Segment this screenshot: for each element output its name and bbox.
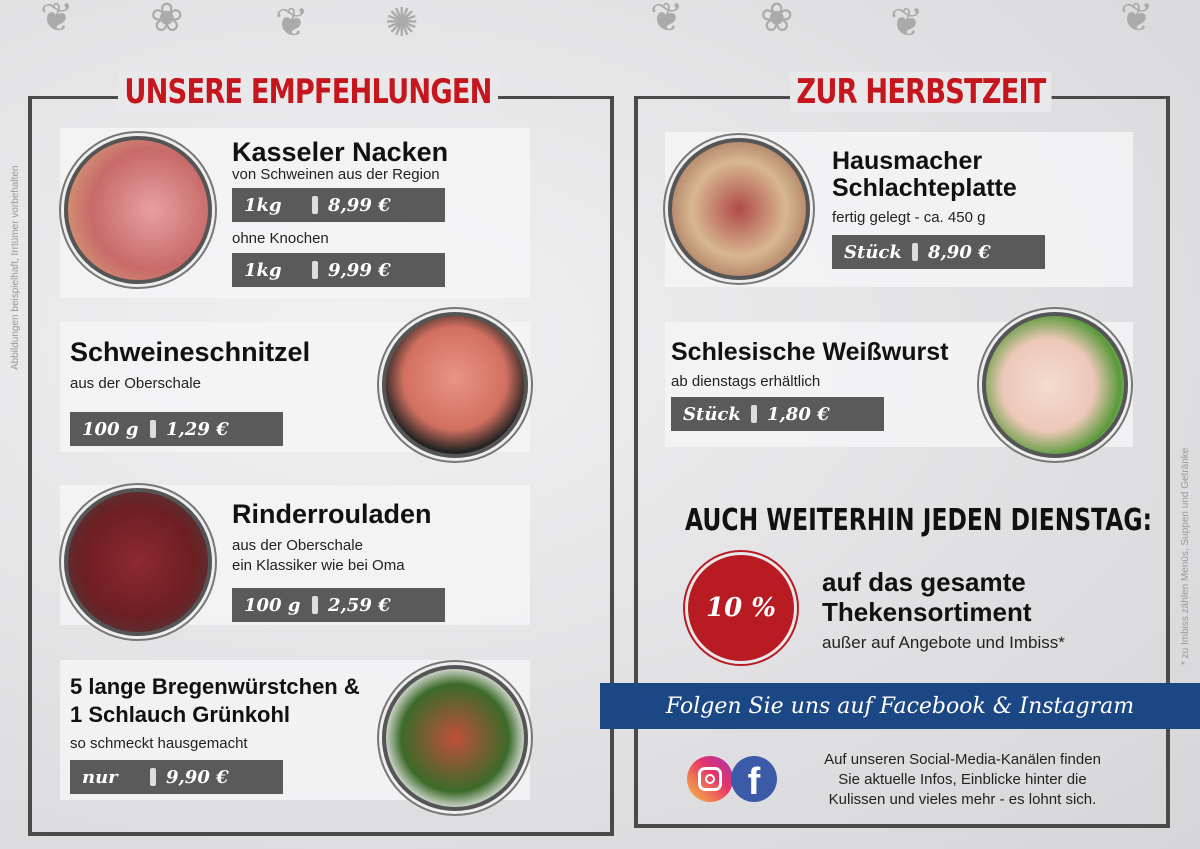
leaf-icon: ❦ [275, 1, 309, 45]
unit: Stück [683, 403, 741, 425]
chestnut-icon: ✺ [385, 1, 419, 45]
facebook-icon[interactable]: f [731, 756, 777, 802]
leaf-icon: ❦ [890, 1, 924, 45]
product-desc: ein Klassiker wie bei Oma [232, 557, 405, 574]
price-tag: nur 9,90 € [70, 760, 283, 794]
product-desc: so schmeckt hausgemacht [70, 735, 248, 752]
social-text: Auf unseren Social-Media-Kanälen finden … [800, 750, 1125, 810]
price-tag: Stück 8,90 € [832, 235, 1045, 269]
unit: 100 g [244, 594, 301, 616]
product-name: Rinderrouladen [232, 499, 432, 529]
unit: 100 g [82, 418, 139, 440]
product-desc: fertig gelegt - ca. 450 g [832, 209, 986, 226]
price-tag: 1kg 9,99 € [232, 253, 445, 287]
unit: 1kg [244, 259, 282, 281]
product-desc: aus der Oberschale [232, 537, 363, 554]
product-desc: von Schweinen aus der Region [232, 166, 440, 183]
schlachteplatte-image [668, 138, 810, 280]
discount-badge: 10 % [685, 552, 797, 664]
promo-headline: AUCH WEITERHIN JEDEN DIENSTAG: [685, 503, 1152, 538]
disclaimer: Abbildungen beispielhaft, Irrtümer vorbe… [10, 165, 21, 370]
social-line: Kulissen und vieles mehr - es lohnt sich… [828, 791, 1097, 808]
leaf-icon: ❦ [650, 0, 684, 40]
promo-note: außer auf Angebote und Imbiss* [822, 633, 1065, 652]
product-name: Schlesische Weißwurst [671, 338, 949, 366]
unit: nur [82, 766, 118, 788]
social-line: Sie aktuelle Infos, Einblicke hinter die [838, 771, 1087, 788]
price: 8,90 € [928, 241, 991, 263]
unit: Stück [844, 241, 902, 263]
instagram-icon[interactable] [687, 756, 733, 802]
leaf-icon: ❦ [1120, 0, 1154, 40]
social-banner: Folgen Sie uns auf Facebook & Instagram [600, 683, 1200, 729]
left-title: UNSERE EMPFEHLUNGEN [118, 72, 499, 112]
promo-line: auf das gesamte [822, 567, 1026, 597]
price-tag: Stück 1,80 € [671, 397, 884, 431]
social-line: Auf unseren Social-Media-Kanälen finden [824, 751, 1101, 768]
price-tag: 100 g 1,29 € [70, 412, 283, 446]
product-name: 5 lange Bregenwürstchen & [70, 674, 360, 699]
acorn-icon: ❀ [760, 0, 794, 40]
product-name: Hausmacher [832, 147, 983, 175]
bregenwurst-image [382, 665, 528, 811]
kasseler-image [64, 136, 212, 284]
leaf-icon: ❦ [40, 0, 74, 40]
price-tag: 100 g 2,59 € [232, 588, 445, 622]
right-title: ZUR HERBSTZEIT [790, 72, 1052, 112]
price-tag: 1kg 8,99 € [232, 188, 445, 222]
product-desc: ab dienstags erhältlich [671, 373, 821, 390]
acorn-icon: ❀ [150, 0, 184, 40]
product-name: 1 Schlauch Grünkohl [70, 702, 291, 727]
product-desc: ohne Knochen [232, 230, 329, 247]
price: 8,99 € [328, 194, 391, 216]
price: 1,29 € [166, 418, 229, 440]
price: 1,80 € [767, 403, 830, 425]
product-name: Schlachteplatte [832, 174, 1017, 202]
rouladen-image [64, 488, 212, 636]
price: 9,99 € [328, 259, 391, 281]
product-desc: aus der Oberschale [70, 375, 201, 392]
weisswurst-image [982, 312, 1128, 458]
footnote: * zu Imbiss zählen Menüs, Suppen und Get… [1180, 447, 1191, 665]
promo-line: Thekensortiment [822, 597, 1032, 627]
price: 9,90 € [166, 766, 229, 788]
unit: 1kg [244, 194, 282, 216]
product-name: Schweineschnitzel [70, 337, 311, 367]
price: 2,59 € [328, 594, 391, 616]
schnitzel-image [382, 312, 528, 458]
product-name: Kasseler Nacken [232, 137, 449, 167]
